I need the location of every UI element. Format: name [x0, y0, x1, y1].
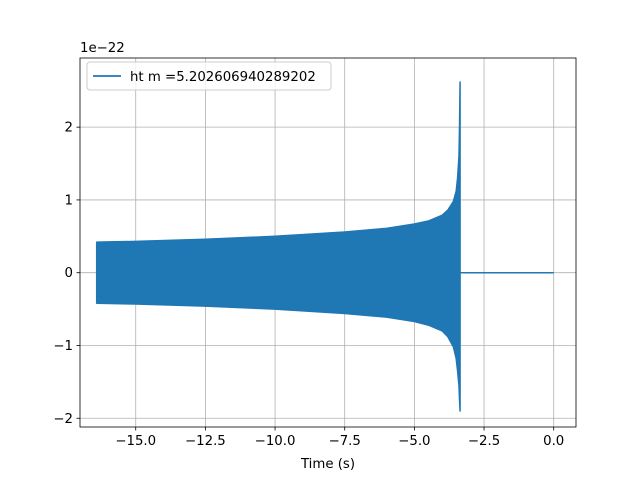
legend-label: ht m =5.20260694028920​2	[130, 70, 316, 85]
x-tick-label: −10.0	[255, 434, 296, 449]
x-tick-label: −7.5	[329, 434, 361, 449]
legend-box	[86, 61, 332, 91]
x-tick-label: 0.0	[543, 434, 564, 449]
x-tick-label: −12.5	[185, 434, 226, 449]
series-oscillation-band	[95, 81, 461, 412]
axes-frame	[79, 57, 577, 428]
x-axis-label: Time (s)	[300, 457, 355, 472]
legend: ht m =5.20260694028920​2	[86, 61, 332, 91]
x-tick-label: −15.0	[115, 434, 156, 449]
y-tick-label: −1	[53, 339, 73, 354]
y-axis: −2 −1 0 1 2	[53, 121, 80, 427]
y-tick-label: 1	[65, 193, 73, 208]
plot-area	[95, 81, 554, 412]
y-offset-label: 1e−22	[80, 41, 125, 56]
y-tick-label: 0	[65, 266, 73, 281]
x-axis: −15.0 −12.5 −10.0 −7.5 −5.0 −2.5 0.0	[115, 427, 564, 449]
y-tick-label: 2	[65, 121, 73, 136]
x-tick-label: −5.0	[398, 434, 430, 449]
y-tick-label: −2	[53, 412, 73, 427]
x-tick-label: −2.5	[468, 434, 500, 449]
